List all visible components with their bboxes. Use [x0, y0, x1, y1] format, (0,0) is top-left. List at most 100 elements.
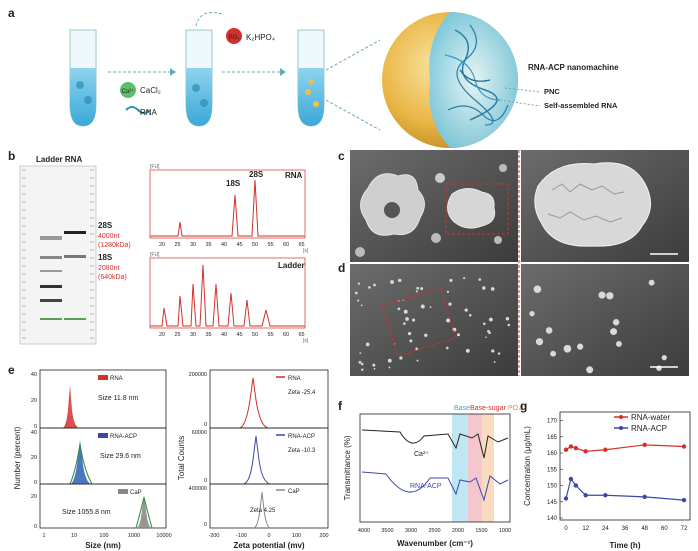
zoom-line-top: [325, 39, 381, 71]
x-tick-label: 2000: [452, 528, 464, 534]
data-point: [563, 447, 569, 452]
electropherogram-rna: [149, 169, 306, 239]
data-point: [603, 493, 608, 498]
data-point: [573, 445, 579, 451]
concentration-chart: 170 165 160 155 150 145 140 0 12 24 36 48 60 72: [547, 419, 688, 533]
cacl2-label: CaCl₂: [140, 86, 161, 95]
zeta-panel-cap: [209, 483, 329, 529]
y-tick-label: 140: [547, 516, 558, 522]
arrow-curved: [195, 12, 223, 27]
zeta-rna-legend: RNA: [288, 376, 301, 382]
x-tick-label: 2500: [428, 528, 440, 534]
x-tick-label: 20: [159, 242, 165, 248]
panel-label-a: a: [8, 6, 15, 20]
x-ticks-top: 20 25 30 35 40 45 50 55 60 65: [159, 242, 305, 248]
x-tick-label: 65: [298, 332, 304, 338]
test-tube-3: [297, 29, 325, 127]
zeta-panel-rna: [209, 369, 329, 429]
g-legend: [614, 415, 628, 430]
y-tick-label: 0: [34, 524, 37, 530]
x-tick-label: 1500: [475, 528, 487, 534]
sem-image-c-left: [350, 150, 518, 262]
svg-text:PO₄: PO₄: [228, 35, 240, 41]
y-tick-label: 20: [31, 455, 37, 461]
f-x-ticks: 4000 3500 3000 2500 2000 1500 1000: [358, 528, 511, 534]
rna-acp-nanomachine-illustration: [382, 12, 518, 148]
y-tick-label: 0: [204, 478, 207, 484]
y-tick-label: 145: [547, 500, 558, 506]
e-left-x-ticks: 1 10 100 1000 10000: [42, 533, 171, 539]
dls-acp-legend: RNA-ACP: [110, 434, 137, 440]
k2hpo4-label: K₂HPO₄: [246, 33, 275, 42]
x-unit-top: [s]: [303, 248, 309, 254]
arrow-1-head: [170, 68, 176, 76]
x-tick-label: 1: [42, 533, 45, 539]
gel-title: Ladder RNA: [36, 155, 82, 164]
band-18s-kda: (640kDa): [98, 274, 127, 281]
x-tick-label: 100: [292, 533, 301, 539]
zeta-rna-value: Zeta -25.4: [288, 390, 316, 396]
test-tube-2: [185, 29, 213, 127]
y-tick-label: 20: [31, 398, 37, 404]
x-tick-label: 25: [174, 332, 180, 338]
y-tick-label: 60000: [192, 430, 207, 436]
band-po4-label: PO₄³⁻: [508, 405, 527, 412]
rna-label: RNA: [140, 108, 158, 117]
dls-panel-cap: [39, 483, 167, 529]
x-tick-label: 3500: [381, 528, 393, 534]
y-tick-label: 40: [31, 430, 37, 436]
f-ylabel: Transmittance (%): [343, 435, 352, 500]
svg-text:Ca²⁺: Ca²⁺: [122, 88, 135, 95]
panel-label-c: c: [338, 149, 345, 163]
x-ticks-bottom: 20 25 30 35 40 45 50 55 60 65: [159, 332, 305, 338]
zeta-cap-value: Zeta 4.25: [250, 508, 276, 514]
x-tick-label: 65: [298, 242, 304, 248]
data-point: [568, 444, 574, 449]
y-tick-label: 160: [547, 451, 558, 457]
nanomachine-label: RNA-ACP nanomachine: [528, 63, 619, 72]
dls-acp-size: Size 29.6 nm: [100, 453, 141, 460]
band-base-label: Base: [454, 405, 470, 412]
trace-ca-label: Ca²⁺: [414, 451, 429, 458]
x-tick-label: 24: [602, 526, 609, 532]
x-tick-label: 50: [252, 332, 258, 338]
rna-strand-icon: [125, 106, 151, 114]
x-tick-label: -200: [208, 533, 219, 539]
e-right-x-ticks: -200 -100 0 100 200: [208, 533, 328, 539]
y-tick-label: 155: [547, 467, 558, 473]
x-tick-label: 36: [622, 526, 629, 532]
band-18s-label: 18S: [98, 253, 113, 262]
x-tick-label: 48: [641, 526, 648, 532]
band-28s-nt: 4000nt: [98, 233, 119, 240]
g-xlabel: Time (h): [610, 541, 641, 550]
x-tick-label: 100: [99, 533, 108, 539]
data-point: [642, 494, 647, 500]
ftir-plot-area: [359, 413, 511, 523]
zeta-cap-legend: CaP: [288, 489, 300, 495]
zeta-acp-legend: RNA-ACP: [288, 434, 315, 440]
x-tick-label: 72: [681, 526, 688, 532]
x-tick-label: 35: [205, 332, 211, 338]
dls-rna-legend: RNA: [110, 376, 123, 382]
x-tick-label: 12: [582, 526, 589, 532]
e-right-ylabel: Total Counts: [177, 436, 186, 480]
arrow-2-head: [280, 68, 286, 76]
self-assembled-pointer: [499, 99, 541, 107]
e-left-xlabel: Size (nm): [85, 541, 121, 550]
x-tick-label: 60: [283, 242, 289, 248]
data-point: [681, 444, 687, 449]
panel-label-b: b: [8, 149, 15, 163]
y-unit-bottom: [FU]: [150, 252, 160, 258]
panel-label-f: f: [338, 399, 343, 413]
x-unit-bottom: [s]: [303, 338, 309, 344]
peak-28s-label: 28S: [249, 170, 264, 179]
g-ylabel: Concentration (μg/mL): [523, 426, 532, 506]
x-tick-label: 1000: [499, 528, 511, 534]
y-tick-label: 0: [204, 422, 207, 428]
dls-rna-size: Size 11.8 nm: [98, 395, 139, 402]
y-tick-label: 400000: [189, 486, 207, 492]
self-assembled-rna-label: Self-assembled RNA: [544, 101, 618, 110]
x-tick-label: 10000: [156, 533, 171, 539]
